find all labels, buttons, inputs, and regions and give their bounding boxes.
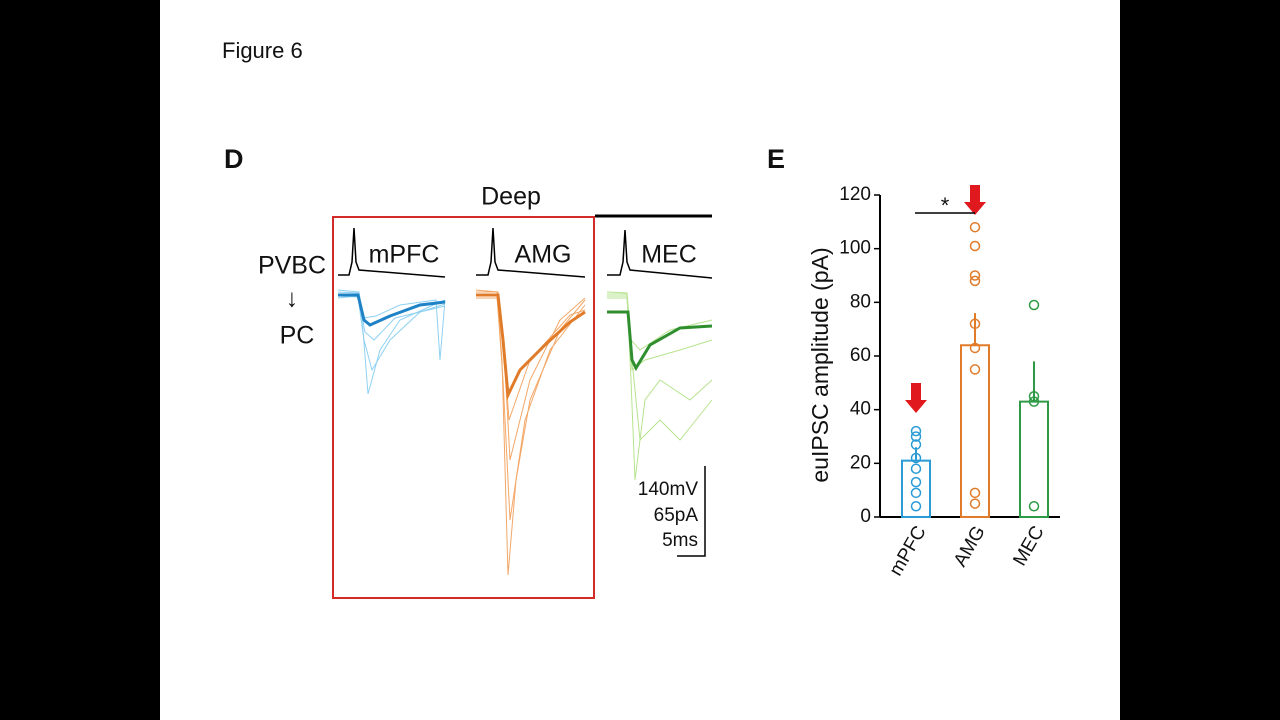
- scale-bar: [677, 466, 706, 557]
- panel-label: D: [224, 144, 244, 174]
- group-label: Deep: [481, 183, 541, 211]
- presynaptic-label: PVBC: [258, 252, 326, 280]
- data-point: [1028, 299, 1040, 311]
- amg-mean-trace: [476, 293, 586, 401]
- y-tick-label: 100: [839, 238, 871, 259]
- data-point: [969, 364, 981, 375]
- y-tick-label: 80: [850, 291, 871, 312]
- panel-label: E: [767, 144, 785, 174]
- scale-label: 140mV: [638, 479, 699, 500]
- significance-label: *: [941, 193, 950, 218]
- scale-label: 5ms: [662, 530, 698, 551]
- data-point: [969, 342, 981, 354]
- data-point: [910, 463, 922, 474]
- data-point: [1028, 396, 1040, 407]
- y-tick-label: 120: [839, 184, 871, 205]
- red-arrow: [905, 383, 927, 413]
- y-axis-label: euIPSC amplitude (pA): [807, 247, 833, 482]
- trace-label: mPFC: [369, 241, 440, 269]
- y-tick-label: 40: [850, 399, 871, 420]
- data-point: [1028, 501, 1040, 512]
- red-arrow: [964, 185, 986, 215]
- slide-title: Figure 6: [222, 38, 303, 63]
- data-point: [910, 439, 922, 450]
- data-point: [969, 221, 981, 233]
- postsynaptic-label: PC: [280, 322, 315, 350]
- data-point: [969, 270, 981, 281]
- trace-label: AMG: [515, 241, 572, 269]
- data-point: [969, 498, 981, 509]
- mpfc-mean-trace: [338, 293, 446, 327]
- data-point: [969, 318, 981, 330]
- data-point: [1028, 391, 1040, 402]
- mec-mean-trace: [607, 310, 713, 372]
- arrow-label: ↓: [286, 285, 299, 313]
- data-point: [910, 425, 922, 437]
- data-point: [910, 487, 922, 499]
- y-tick-label: 20: [850, 452, 871, 473]
- data-point: [910, 452, 922, 464]
- scale-label: 65pA: [654, 505, 699, 526]
- data-point: [910, 431, 922, 442]
- data-point: [910, 476, 922, 488]
- highlight-box: [332, 216, 595, 599]
- y-tick-label: 60: [850, 345, 871, 366]
- spike-traces: [338, 227, 713, 279]
- data-point: [969, 487, 981, 499]
- data-point: [969, 240, 981, 252]
- y-tick-label: 0: [860, 506, 871, 527]
- data-point: [910, 501, 922, 512]
- trace-label: MEC: [641, 241, 697, 269]
- data-point: [969, 275, 981, 287]
